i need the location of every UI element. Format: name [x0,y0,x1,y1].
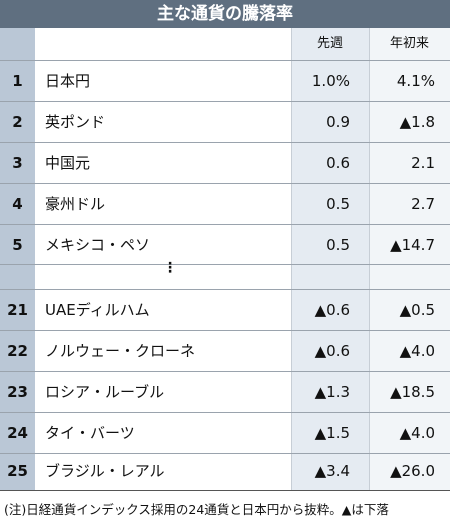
row-divider [0,412,450,413]
rank-cell: 3 [12,154,23,172]
header-week: 先週 [316,36,343,51]
week-change: ▲1.3 [314,383,350,401]
currency-name: メキシコ・ペソ [45,236,151,254]
ytd-change: ▲14.7 [390,236,435,254]
row-divider [0,183,450,184]
table-row: 3 中国元 0.6 2.1 [0,143,450,183]
table-row: 21 UAEディルハム ▲0.6 ▲0.5 [0,290,450,330]
ytd-change: ▲4.0 [399,342,435,360]
rank-column-bg [0,28,35,490]
week-change: 1.0% [311,72,350,90]
rank-cell: 4 [12,195,23,213]
currency-name: 中国元 [45,154,91,172]
header-ytd: 年初来 [389,36,429,51]
currency-name: 豪州ドル [45,195,106,213]
ytd-column-bg [369,28,450,490]
ytd-change: 2.1 [411,154,435,172]
table-row: 2 英ポンド 0.9 ▲1.8 [0,102,450,142]
currency-name: UAEディルハム [45,301,150,319]
week-change: 0.6 [326,154,350,172]
ytd-change: ▲18.5 [390,383,435,401]
week-change: ▲3.4 [314,462,350,480]
table-title: 主な通貨の騰落率 [0,0,450,28]
currency-name: ノルウェー・クローネ [45,342,196,360]
currency-name: 日本円 [45,72,91,90]
rank-cell: 24 [7,424,28,442]
row-divider [0,142,450,143]
currency-name: 英ポンド [45,113,106,131]
week-change: 0.9 [326,113,350,131]
column-divider [291,28,292,490]
table-row: 1 日本円 1.0% 4.1% [0,61,450,101]
row-divider [0,264,450,265]
week-change: ▲0.6 [314,301,350,319]
table-row: 22 ノルウェー・クローネ ▲0.6 ▲4.0 [0,331,450,371]
currency-name: ブラジル・レアル [45,462,165,480]
ytd-change: ▲26.0 [390,462,435,480]
week-change: 0.5 [326,195,350,213]
week-change: 0.5 [326,236,350,254]
rank-cell: 22 [7,342,28,360]
name-column-bg [35,28,291,490]
week-column-bg [291,28,369,490]
rank-cell: 2 [12,113,23,131]
rank-cell: 1 [12,72,23,90]
currency-name: タイ・バーツ [45,424,135,442]
ytd-change: ▲4.0 [399,424,435,442]
row-divider [0,330,450,331]
rank-cell: 23 [7,383,28,401]
currency-name: ロシア・ルーブル [45,383,165,401]
rank-cell: 5 [12,236,23,254]
row-divider [0,224,450,225]
row-divider [0,371,450,372]
rank-cell: 25 [7,462,28,480]
rank-cell: 21 [7,301,28,319]
table-row: 23 ロシア・ルーブル ▲1.3 ▲18.5 [0,372,450,412]
row-divider [0,289,450,290]
table-row: 24 タイ・バーツ ▲1.5 ▲4.0 [0,413,450,453]
omitted-rows-ellipsis: ⋮ [163,260,177,276]
ytd-change: ▲1.8 [399,113,435,131]
week-change: ▲0.6 [314,342,350,360]
footnote: (注)日経通貨インデックス採用の24通貨と日本円から抜粋。▲は下落 [4,502,389,517]
column-divider [369,28,370,490]
table-row: 5 メキシコ・ペソ 0.5 ▲14.7 [0,225,450,265]
table-row: 25 ブラジル・レアル ▲3.4 ▲26.0 [0,453,450,490]
row-divider [0,101,450,102]
ytd-change: 4.1% [396,72,435,90]
table-bottom-border [0,490,450,491]
row-divider [0,453,450,454]
week-change: ▲1.5 [314,424,350,442]
ytd-change: 2.7 [411,195,435,213]
ytd-change: ▲0.5 [399,301,435,319]
row-divider [0,60,450,61]
table-row: 4 豪州ドル 0.5 2.7 [0,184,450,224]
